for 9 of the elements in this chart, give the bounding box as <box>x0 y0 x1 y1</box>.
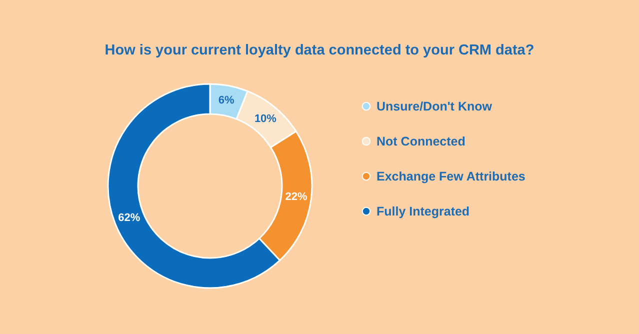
legend-label: Exchange Few Attributes <box>376 169 526 184</box>
chart-title: How is your current loyalty data connected to your CRM data? <box>104 42 534 58</box>
data-label: 22% <box>285 190 308 203</box>
data-label: 6% <box>218 94 234 107</box>
legend-label: Not Connected <box>376 134 466 148</box>
legend-label: Fully Integrated <box>376 204 470 218</box>
legend-label: Unsure/Don't Know <box>376 99 492 114</box>
data-label: 62% <box>118 212 140 224</box>
data-label: 10% <box>254 112 277 125</box>
